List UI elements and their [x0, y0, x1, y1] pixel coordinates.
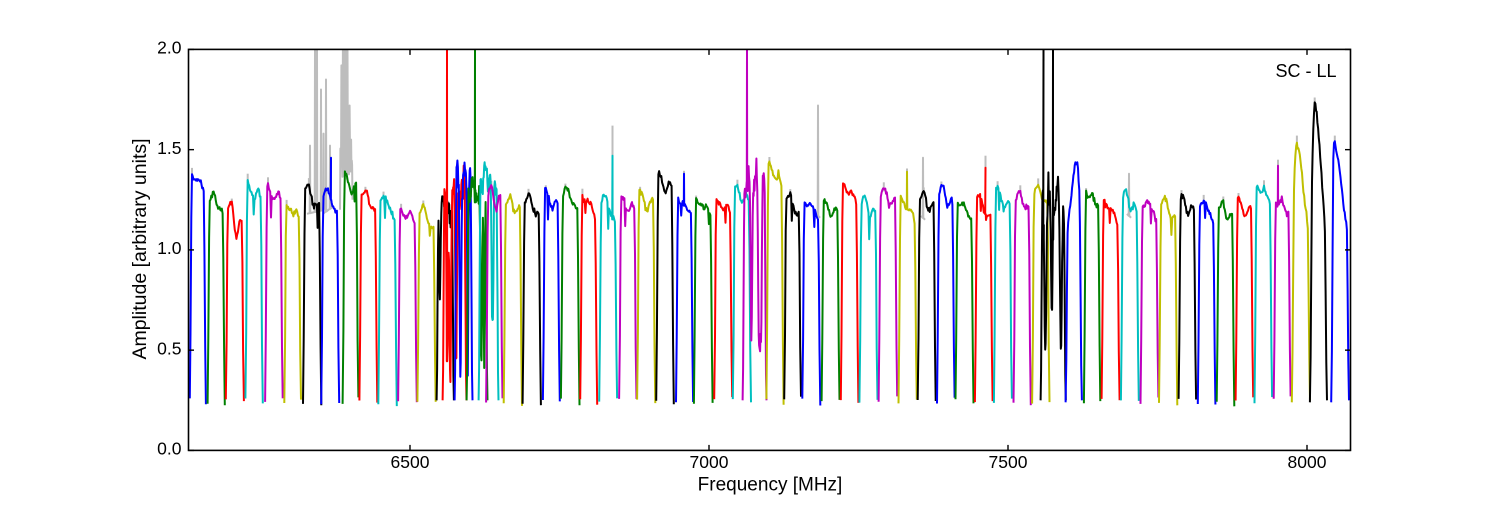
svg-text:1.5: 1.5 — [157, 138, 181, 158]
svg-text:0.5: 0.5 — [157, 338, 181, 358]
svg-text:6500: 6500 — [391, 452, 430, 472]
svg-text:Amplitude [arbitrary units]: Amplitude [arbitrary units] — [129, 138, 151, 359]
svg-text:1.0: 1.0 — [157, 238, 182, 258]
svg-text:8000: 8000 — [1288, 452, 1327, 472]
svg-text:2.0: 2.0 — [157, 38, 182, 58]
svg-text:7000: 7000 — [690, 452, 729, 472]
svg-text:0.0: 0.0 — [157, 439, 182, 459]
svg-text:SC - LL: SC - LL — [1275, 61, 1336, 81]
svg-text:Frequency [MHz]: Frequency [MHz] — [698, 475, 843, 496]
svg-text:7500: 7500 — [989, 452, 1028, 472]
